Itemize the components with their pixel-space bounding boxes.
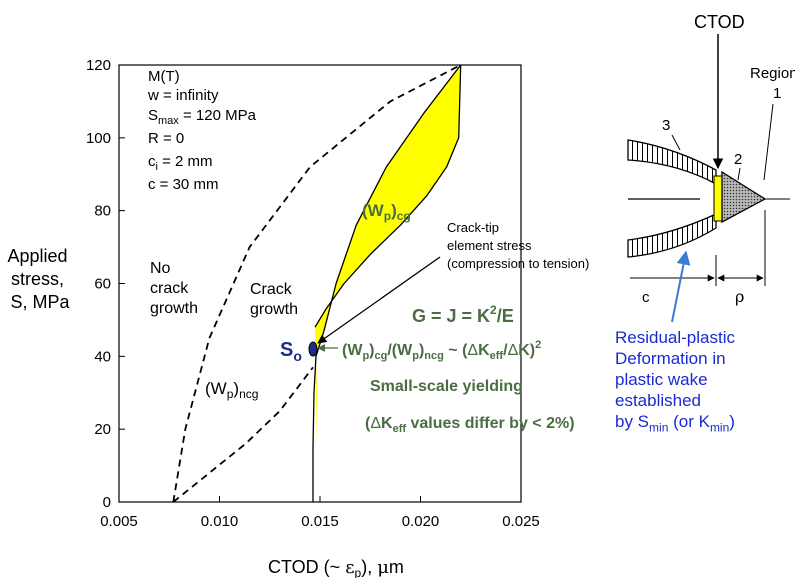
plastic-zone xyxy=(721,170,767,224)
residual-line-3: plastic wake xyxy=(615,370,708,389)
ctod-yellow-block xyxy=(713,175,723,222)
label-c: c xyxy=(642,289,650,306)
param-mt: M(T) xyxy=(148,68,180,85)
delta-k-note: (ΔKeff values differ by < 2%) xyxy=(365,415,575,435)
crack-growth-label: Crack growth xyxy=(250,281,298,318)
residual-line-2: Deformation in xyxy=(615,349,726,368)
svg-text:crack: crack xyxy=(150,280,189,297)
x-axis-title: CTOD (~ εp), μm xyxy=(268,557,404,578)
residual-line-4: established xyxy=(615,391,702,410)
label-3-pointer xyxy=(671,134,681,151)
residual-line-1: Residual-plastic xyxy=(615,328,735,347)
series-layer xyxy=(172,64,462,503)
series-line-3 xyxy=(172,366,314,503)
svg-text:element stress: element stress xyxy=(447,238,532,253)
svg-text:growth: growth xyxy=(150,300,198,317)
region-label: Region xyxy=(750,65,795,82)
residual-arrow xyxy=(671,250,691,323)
x-tick-label: 0.005 xyxy=(100,513,138,530)
point-layer xyxy=(308,341,318,357)
y-tick-label: 80 xyxy=(94,203,111,220)
y-tick-label: 20 xyxy=(94,421,111,438)
series-line-2 xyxy=(314,64,462,328)
residual-plastic-note: Residual-plastic Deformation in plastic … xyxy=(615,327,795,438)
y-tick-label: 0 xyxy=(103,494,111,511)
param-smax: Smax = 120 MPa xyxy=(148,107,257,127)
y-tick-label: 60 xyxy=(94,276,111,293)
series-line-0 xyxy=(172,64,462,503)
x-tick-label: 0.010 xyxy=(201,513,239,530)
series-line-1 xyxy=(312,64,462,502)
region-pointer xyxy=(763,103,774,181)
svg-text:(compression to tension): (compression to tension) xyxy=(447,256,589,271)
lower-wake-band xyxy=(627,212,717,258)
y-tick-label: 40 xyxy=(94,348,111,365)
no-crack-growth-label: No crack growth xyxy=(150,260,198,317)
wp-cg-fill-area xyxy=(315,65,461,448)
ctod-label: CTOD xyxy=(694,12,745,32)
residual-line-5: by Smin (or Kmin) xyxy=(615,412,735,435)
label-2: 2 xyxy=(734,151,742,168)
wp-cg-label: (Wp)cg xyxy=(362,201,411,223)
small-scale-yielding-label: Small-scale yielding xyxy=(370,378,523,395)
label-2-pointer xyxy=(737,167,741,181)
region-number: 1 xyxy=(773,85,781,102)
g-j-equation: G = J = K2/E xyxy=(412,303,514,326)
param-c: c = 30 mm xyxy=(148,176,218,193)
svg-text:growth: growth xyxy=(250,301,298,318)
y-axis-title: Applied stress, S, MPa xyxy=(7,246,72,312)
upper-wake-band xyxy=(627,139,717,186)
so-label: So xyxy=(280,339,302,364)
chart-plot: 0.005 0.010 0.015 0.020 0.025 0 20 40 60 80 100 120 xyxy=(86,57,540,530)
y-tick-label: 120 xyxy=(86,57,111,74)
label-rho: ρ xyxy=(735,287,744,306)
svg-text:Crack: Crack xyxy=(250,281,293,298)
crack-tip-diagram: CTOD Region 1 3 2 c ρ xyxy=(627,12,795,323)
parameter-block: M(T) w = infinity Smax = 120 MPa R = 0 c… xyxy=(147,68,257,193)
param-w: w = infinity xyxy=(147,87,219,104)
so-point-marker xyxy=(308,341,318,357)
svg-text:Crack-tip: Crack-tip xyxy=(447,220,499,235)
param-ci: ci = 2 mm xyxy=(148,153,213,173)
svg-text:No: No xyxy=(150,260,171,277)
wp-ncg-label: (Wp)ncg xyxy=(205,379,258,401)
crack-tip-label: Crack-tip element stress (compression to… xyxy=(447,220,589,271)
param-r: R = 0 xyxy=(148,130,184,147)
x-tick-label: 0.015 xyxy=(301,513,339,530)
work-ratio-equation: (Wp)cg/(Wp)ncg ~ (ΔKeff/ΔK)2 xyxy=(342,339,541,362)
x-tick-label: 0.020 xyxy=(402,513,440,530)
y-tick-label: 100 xyxy=(86,130,111,147)
ticks-layer: 0.005 0.010 0.015 0.020 0.025 0 20 40 60 80 100 120 xyxy=(86,57,540,530)
crack-tip-arrow xyxy=(317,256,441,344)
label-3: 3 xyxy=(662,117,670,134)
x-tick-label: 0.025 xyxy=(502,513,540,530)
